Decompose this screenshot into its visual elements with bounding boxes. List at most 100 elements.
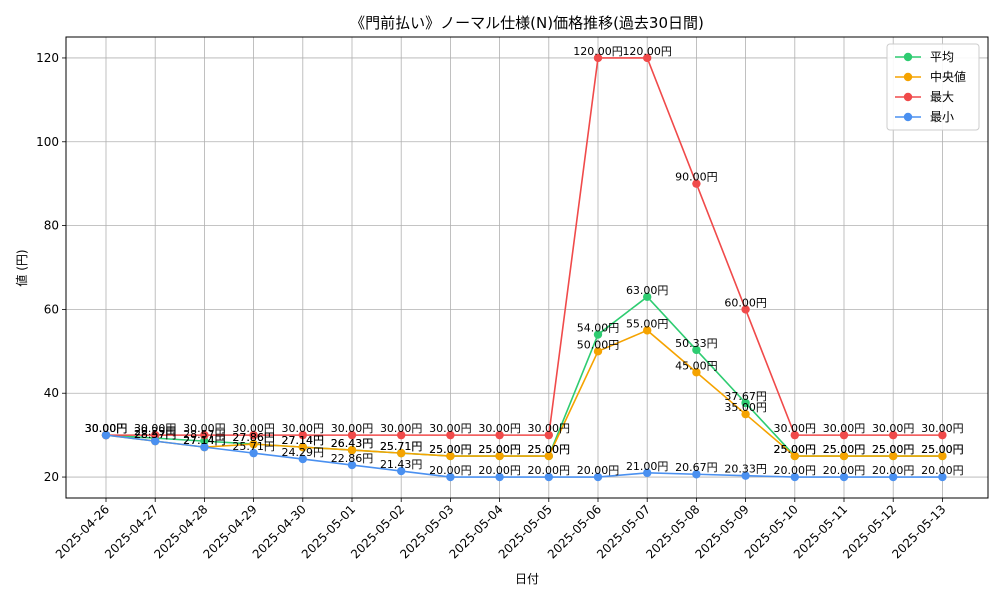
data-point bbox=[938, 472, 947, 482]
data-label: 120.00円 bbox=[573, 45, 623, 58]
data-point bbox=[938, 451, 947, 461]
data-point bbox=[839, 451, 849, 461]
data-label: 20.00円 bbox=[872, 464, 915, 477]
data-label: 30.00円 bbox=[85, 422, 128, 435]
legend-marker bbox=[903, 52, 913, 62]
data-point bbox=[889, 472, 898, 482]
data-label: 20.00円 bbox=[774, 464, 817, 477]
data-label: 30.00円 bbox=[823, 422, 866, 435]
data-point bbox=[692, 179, 701, 188]
data-point bbox=[200, 436, 209, 446]
data-point bbox=[544, 472, 553, 482]
data-point bbox=[249, 439, 258, 449]
plot-frame bbox=[65, 36, 989, 499]
data-point bbox=[741, 305, 750, 314]
data-label: 20.00円 bbox=[478, 464, 521, 477]
data-label: 25.00円 bbox=[478, 443, 521, 456]
data-label: 20.00円 bbox=[823, 464, 866, 477]
series-line-3 bbox=[106, 57, 943, 436]
data-point bbox=[495, 472, 504, 482]
data-label: 30.00円 bbox=[134, 422, 177, 435]
legend-marker bbox=[903, 92, 913, 102]
data-point bbox=[446, 472, 455, 482]
data-label: 30.00円 bbox=[183, 422, 226, 435]
data-label: 30.00円 bbox=[380, 422, 423, 435]
y-tick-label: 80 bbox=[44, 219, 59, 233]
series-line-2 bbox=[105, 329, 943, 457]
data-label: 30.00円 bbox=[85, 422, 128, 435]
data-point bbox=[397, 466, 406, 476]
data-label: 20.00円 bbox=[921, 464, 964, 477]
series bbox=[101, 53, 947, 482]
data-label: 28.57円 bbox=[183, 428, 226, 441]
data-point bbox=[889, 451, 898, 461]
chart-title: 《門前払い》ノーマル仕様(N)価格推移(過去30日間) bbox=[350, 14, 704, 32]
data-point bbox=[249, 448, 258, 458]
data-label: 90.00円 bbox=[675, 171, 718, 184]
data-label: 55.00円 bbox=[626, 317, 669, 330]
y-tick-label: 100 bbox=[36, 135, 59, 149]
data-label: 25.71円 bbox=[380, 440, 423, 453]
data-point bbox=[446, 430, 455, 440]
data-point bbox=[151, 436, 160, 446]
data-point bbox=[790, 430, 799, 440]
data-label: 25.00円 bbox=[528, 443, 571, 456]
data-point bbox=[249, 430, 258, 440]
data-label: 21.43円 bbox=[380, 458, 423, 471]
y-tick-label: 120 bbox=[36, 51, 59, 65]
legend-entry: 最大 bbox=[930, 90, 954, 104]
data-label: 30.00円 bbox=[85, 422, 128, 435]
data-label: 37.67円 bbox=[724, 390, 767, 403]
data-label: 54.00円 bbox=[577, 322, 620, 335]
data-label: 21.00円 bbox=[626, 460, 669, 473]
data-point bbox=[741, 471, 750, 480]
data-label: 30.00円 bbox=[478, 422, 521, 435]
data-label: 30.00円 bbox=[282, 422, 325, 435]
data-label: 28.57円 bbox=[134, 428, 177, 441]
data-label: 63.00円 bbox=[626, 284, 669, 297]
legend-marker bbox=[903, 72, 913, 82]
data-label: 27.14円 bbox=[183, 434, 226, 447]
data-label: 50.33円 bbox=[675, 337, 718, 350]
data-label: 25.71円 bbox=[380, 440, 423, 453]
data-label: 25.00円 bbox=[872, 443, 915, 456]
data-point bbox=[397, 430, 406, 440]
data-point bbox=[643, 326, 652, 335]
data-point bbox=[298, 454, 307, 464]
data-point bbox=[200, 442, 209, 452]
data-label: 20.00円 bbox=[528, 464, 571, 477]
data-point bbox=[692, 345, 701, 355]
data-label: 25.00円 bbox=[478, 443, 521, 456]
data-label: 45.00円 bbox=[675, 359, 718, 372]
data-point bbox=[101, 430, 111, 440]
data-label: 25.00円 bbox=[429, 443, 472, 456]
data-point bbox=[298, 442, 307, 452]
data-label: 30.00円 bbox=[232, 422, 275, 435]
data-label: 25.00円 bbox=[774, 443, 817, 456]
data-label: 22.86円 bbox=[331, 452, 374, 465]
data-point bbox=[790, 451, 799, 461]
series-line-4 bbox=[105, 434, 943, 478]
data-point bbox=[151, 430, 160, 440]
data-point bbox=[495, 451, 504, 461]
data-label: 27.86円 bbox=[232, 431, 275, 444]
data-label: 27.86円 bbox=[232, 431, 275, 444]
data-point bbox=[643, 53, 652, 63]
data-label: 27.14円 bbox=[282, 434, 325, 447]
data-point bbox=[593, 472, 603, 482]
data-label: 20.00円 bbox=[429, 464, 472, 477]
data-label: 35.00円 bbox=[724, 401, 767, 414]
data-point bbox=[741, 409, 750, 419]
data-point bbox=[495, 430, 504, 440]
data-label: 25.00円 bbox=[823, 443, 866, 456]
data-label: 30.00円 bbox=[921, 422, 964, 435]
data-point bbox=[790, 472, 799, 482]
y-tick-label: 60 bbox=[44, 302, 59, 316]
data-label: 25.00円 bbox=[921, 443, 964, 456]
data-labels: 30.00円 29.29円 28.57円 27.86円 27.14円 26.43円 25.7… bbox=[85, 45, 964, 477]
data-label: 30.00円 bbox=[85, 422, 128, 435]
data-point bbox=[593, 330, 603, 339]
data-point bbox=[593, 53, 603, 63]
data-point bbox=[347, 460, 357, 470]
